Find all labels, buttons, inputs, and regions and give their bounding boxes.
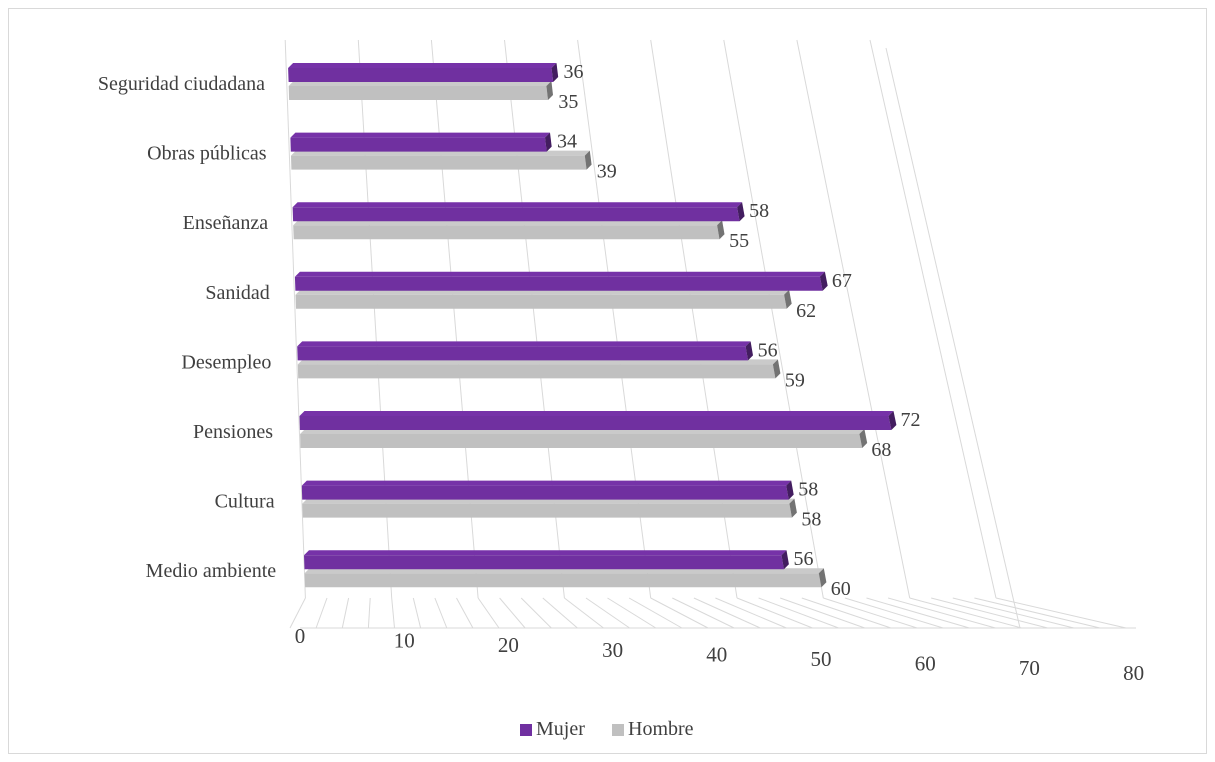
x-tick-label: 80	[1123, 661, 1144, 685]
data-labels: 36353439585567625659726858585660	[557, 61, 921, 600]
x-tick-label: 20	[498, 633, 519, 657]
floor-hatch	[564, 598, 603, 628]
bar-mujer	[304, 555, 784, 569]
floor-hatch	[586, 598, 630, 628]
x-tick-label: 0	[295, 624, 306, 648]
floor-hatch	[478, 598, 499, 628]
bar-top-mujer	[293, 202, 742, 207]
floor-hatch	[931, 598, 1047, 628]
data-label-mujer: 67	[832, 270, 852, 292]
x-tick-label: 40	[706, 642, 727, 666]
floor-hatch	[543, 598, 578, 628]
data-label-hombre: 59	[785, 369, 805, 391]
data-label-hombre: 68	[871, 439, 891, 461]
bar-hombre	[298, 364, 776, 378]
floor-hatch	[342, 598, 348, 628]
bar-top-mujer	[295, 272, 825, 277]
x-tick-label: 10	[394, 629, 415, 653]
floor-hatch	[392, 598, 395, 628]
floor-hatch	[974, 598, 1100, 628]
data-label-mujer: 58	[798, 479, 818, 501]
floor-hatch	[780, 598, 865, 628]
data-label-mujer: 56	[794, 548, 814, 570]
bar-top-mujer	[300, 411, 894, 416]
bar-top-mujer	[290, 133, 550, 138]
bar-hombre	[291, 156, 587, 170]
bar-top-mujer	[288, 63, 556, 68]
gridlines	[285, 40, 1136, 628]
floor-hatch	[910, 598, 1022, 628]
legend-swatch-hombre	[612, 724, 624, 736]
floor-hatch	[802, 598, 891, 628]
bar-hombre	[300, 434, 862, 448]
bar-hombre	[289, 86, 548, 100]
data-label-hombre: 39	[597, 161, 617, 183]
data-label-hombre: 62	[796, 300, 816, 322]
x-tick-label: 30	[602, 638, 623, 662]
floor-hatch	[629, 598, 682, 628]
category-label: Pensiones	[193, 421, 273, 443]
bar-mujer	[295, 277, 823, 291]
floor-hatch	[316, 598, 327, 628]
bar-hombre	[305, 573, 822, 587]
data-label-mujer: 34	[557, 131, 577, 153]
floor-hatch	[651, 598, 708, 628]
floor-hatch	[435, 598, 447, 628]
legend-label-mujer: Mujer	[536, 718, 585, 740]
category-label: Enseñanza	[183, 212, 269, 234]
floor-hatch	[457, 598, 473, 628]
category-label: Medio ambiente	[146, 560, 277, 582]
x-tick-labels: 0 10 20 30 40 50 60 70 80	[295, 624, 1144, 685]
bar-top-mujer	[304, 550, 787, 555]
bar-mujer	[293, 207, 740, 221]
data-label-mujer: 72	[901, 409, 921, 431]
bar-hombre	[302, 504, 792, 518]
category-label: Sanidad	[205, 282, 269, 304]
category-label: Obras públicas	[147, 143, 267, 165]
data-label-hombre: 55	[729, 230, 749, 252]
floor-hatch	[608, 598, 656, 628]
data-label-hombre: 58	[801, 509, 821, 531]
floor-hatch	[500, 598, 525, 628]
data-label-hombre: 35	[558, 91, 578, 113]
bar-mujer	[302, 486, 789, 500]
gridline-0	[285, 40, 305, 598]
category-label: Cultura	[215, 491, 275, 513]
bar-mujer	[297, 346, 748, 360]
data-label-mujer: 58	[749, 200, 769, 222]
floor-hatch	[867, 598, 970, 628]
floor-hatch	[521, 598, 551, 628]
floor-hatch	[996, 598, 1126, 628]
floor-hatch	[759, 598, 839, 628]
category-label: Seguridad ciudadana	[98, 73, 265, 95]
floor-hatch	[368, 598, 370, 628]
bar-mujer	[300, 416, 892, 430]
data-label-mujer: 36	[564, 61, 584, 83]
gridline-80	[870, 40, 996, 598]
floor-hatch	[413, 598, 420, 628]
bar-hombre	[293, 225, 719, 239]
bar-hombre	[296, 295, 787, 309]
category-label: Desempleo	[181, 351, 271, 373]
bar-mujer	[288, 68, 553, 82]
bar-top-mujer	[297, 341, 750, 346]
floor-edge-right	[886, 48, 1020, 628]
legend-label-hombre: Hombre	[628, 718, 694, 740]
legend: Mujer Hombre	[520, 718, 694, 740]
x-tick-label: 60	[915, 652, 936, 676]
category-labels: Seguridad ciudadana Obras públicas Enseñan…	[98, 73, 276, 582]
legend-swatch-mujer	[520, 724, 532, 736]
x-tick-label: 50	[811, 647, 832, 671]
data-label-hombre: 60	[831, 578, 851, 600]
data-label-mujer: 56	[758, 339, 778, 361]
bar-top-mujer	[302, 481, 791, 486]
bar-mujer	[290, 138, 546, 152]
x-tick-label: 70	[1019, 656, 1040, 680]
